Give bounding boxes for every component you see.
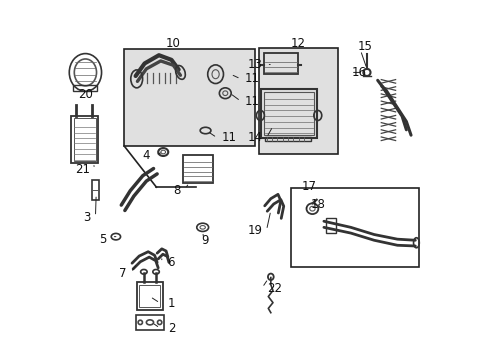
Text: 5: 5	[99, 233, 107, 246]
Bar	[136, 315, 164, 330]
Bar	[259, 48, 338, 154]
Text: 4: 4	[143, 149, 150, 162]
Bar	[73, 85, 97, 91]
Text: 12: 12	[291, 36, 306, 50]
Text: 15: 15	[358, 40, 372, 53]
Bar	[137, 282, 163, 310]
Text: 21: 21	[75, 163, 90, 176]
Text: 3: 3	[83, 211, 90, 224]
Text: 17: 17	[301, 180, 317, 193]
Bar	[139, 285, 160, 307]
Text: 13: 13	[247, 58, 262, 71]
Bar	[183, 155, 213, 183]
Text: 11: 11	[245, 95, 260, 108]
Text: 8: 8	[173, 184, 180, 197]
Bar	[72, 116, 98, 163]
Bar	[264, 92, 314, 135]
Bar	[265, 137, 311, 141]
Text: 14: 14	[247, 131, 262, 144]
Text: 19: 19	[247, 224, 262, 238]
Bar	[291, 188, 419, 267]
Text: 10: 10	[166, 36, 181, 50]
Text: 22: 22	[267, 282, 282, 295]
Bar	[264, 53, 298, 74]
Text: 1: 1	[168, 297, 175, 310]
Text: 2: 2	[168, 322, 175, 335]
Bar	[124, 49, 255, 146]
Text: 7: 7	[119, 267, 126, 280]
Text: 18: 18	[310, 198, 325, 211]
Text: 16: 16	[352, 66, 367, 79]
Text: 9: 9	[201, 234, 209, 247]
Bar	[326, 218, 337, 233]
Text: 11: 11	[245, 72, 260, 85]
Text: 20: 20	[78, 88, 93, 101]
Text: 11: 11	[221, 131, 237, 144]
Bar	[92, 180, 99, 200]
Bar	[74, 118, 96, 161]
Text: 6: 6	[167, 256, 174, 269]
Bar	[261, 89, 317, 138]
